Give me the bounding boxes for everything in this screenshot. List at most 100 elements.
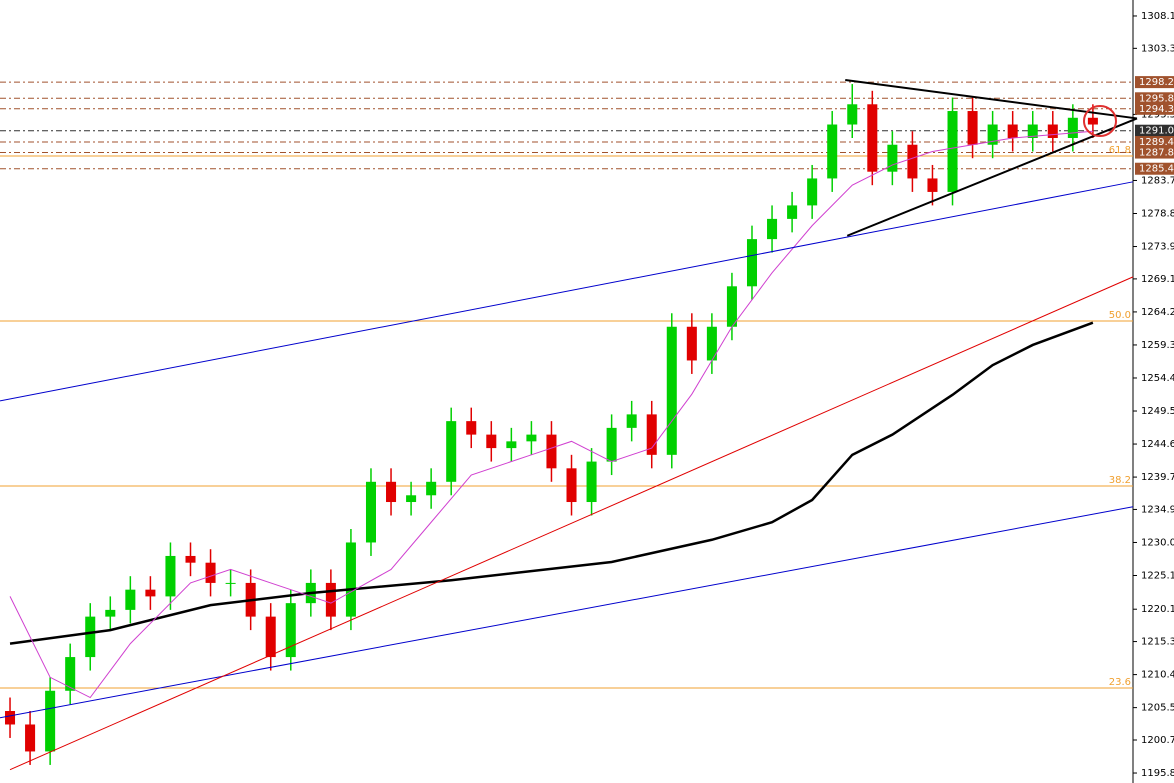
candle-body <box>1087 117 1098 125</box>
candle-body <box>65 657 76 691</box>
axis-labels: 1308.10 1303.30 1293.50 1283.70 1278.80 1273.… <box>1133 11 1174 779</box>
candle-body <box>847 104 858 125</box>
candle-body <box>446 421 457 482</box>
candle-body <box>45 690 56 752</box>
candle-body <box>105 609 116 617</box>
candle-body <box>887 144 898 172</box>
candle-body <box>686 326 697 361</box>
y-tick-label: 1220.10 <box>1141 604 1174 615</box>
price-level-box <box>1135 136 1174 149</box>
price-level-box <box>1135 162 1174 175</box>
y-tick-label: 1225.10 <box>1141 571 1174 582</box>
candle-body <box>666 326 677 455</box>
candle-body <box>345 542 356 617</box>
candle-body <box>706 326 717 361</box>
fib-label: 38.2 <box>1109 475 1131 486</box>
y-tick-label: 1308.10 <box>1141 11 1174 22</box>
candle-body <box>526 434 537 442</box>
candle-body <box>646 414 657 455</box>
trend-line <box>9 130 1093 699</box>
candle-body <box>506 441 517 449</box>
y-tick-label: 1269.10 <box>1141 274 1174 285</box>
price-level-label: 1295.89 <box>1139 93 1174 104</box>
y-tick-label: 1195.80 <box>1141 768 1174 779</box>
candle-body <box>827 124 838 179</box>
price-level-label: 1294.33 <box>1139 104 1174 115</box>
candle-body <box>5 711 16 725</box>
candle-body <box>907 144 918 179</box>
highlight-circle <box>1083 105 1117 137</box>
y-tick-label: 1273.90 <box>1141 242 1174 253</box>
y-tick-label: 1249.50 <box>1141 406 1174 417</box>
candle-body <box>125 589 136 610</box>
candle-body <box>726 286 737 327</box>
candle-body <box>606 427 617 462</box>
trend-line <box>0 506 1134 719</box>
trend-line <box>9 321 1094 645</box>
candle-body <box>426 481 437 496</box>
candle-body <box>25 724 36 752</box>
candle-body <box>85 616 96 658</box>
candle-body <box>787 205 798 219</box>
candle-body <box>285 603 296 658</box>
candle-body <box>386 481 397 503</box>
y-tick-label: 1303.30 <box>1141 43 1174 54</box>
price-level-box <box>1135 92 1174 105</box>
trend-line <box>9 276 1134 771</box>
candle-body <box>546 434 557 469</box>
candle-body <box>365 481 376 543</box>
candle-body <box>406 495 417 503</box>
price-level-label: 1289.40 <box>1139 137 1174 148</box>
candle-body <box>927 178 938 192</box>
y-tick-label: 1234.90 <box>1141 504 1174 515</box>
candle-body <box>1027 124 1038 138</box>
fib-label: 50.0 <box>1109 310 1131 321</box>
y-tick-label: 1283.70 <box>1141 175 1174 186</box>
candle-body <box>987 124 998 145</box>
candle-body <box>486 434 497 449</box>
y-tick-label: 1278.80 <box>1141 208 1174 219</box>
y-tick-label: 1205.50 <box>1141 703 1174 714</box>
y-tick-label: 1293.50 <box>1141 109 1174 120</box>
price-level-label: 1298.29 <box>1139 77 1174 88</box>
price-level-box <box>1135 76 1174 89</box>
y-tick-label: 1200.70 <box>1141 735 1174 746</box>
candle-body <box>566 468 577 503</box>
candle-body <box>1067 117 1078 138</box>
y-tick-label: 1230.00 <box>1141 537 1174 548</box>
candle-body <box>1047 124 1058 138</box>
candle-body <box>265 616 276 658</box>
candle-body <box>807 178 818 206</box>
y-tick-label: 1264.20 <box>1141 307 1174 318</box>
y-tick-label: 1244.60 <box>1141 439 1174 450</box>
price-level-box <box>1135 102 1174 115</box>
y-tick-label: 1259.30 <box>1141 340 1174 351</box>
trend-line <box>0 181 1134 402</box>
fib-label: 61.8 <box>1109 145 1131 156</box>
candle-body <box>185 555 196 563</box>
candle-body <box>626 414 637 428</box>
price-level-label: 1291.08 <box>1139 126 1174 137</box>
y-tick-label: 1215.30 <box>1141 637 1174 648</box>
y-tick-label: 1239.70 <box>1141 472 1174 483</box>
candle-body <box>325 582 336 617</box>
candle-body <box>205 562 216 583</box>
price-level-label: 1287.84 <box>1139 148 1174 159</box>
candle-body <box>746 239 758 287</box>
fib-label: 23.6 <box>1109 677 1131 688</box>
candle-body <box>867 104 878 172</box>
candle-body <box>767 218 778 240</box>
candle-body <box>225 582 236 584</box>
y-tick-label: 1210.40 <box>1141 670 1174 681</box>
candle-body <box>466 421 477 435</box>
price-level-label: 1285.44 <box>1139 164 1174 175</box>
candle-body <box>947 111 958 192</box>
plot: 61.8 50.0 38.2 23.6 <box>0 79 1138 771</box>
price-level-box <box>1135 146 1174 159</box>
y-tick-label: 1254.40 <box>1141 373 1174 384</box>
price-level-box <box>1135 124 1174 137</box>
candle-body <box>145 589 156 597</box>
candle-body <box>1007 124 1018 138</box>
